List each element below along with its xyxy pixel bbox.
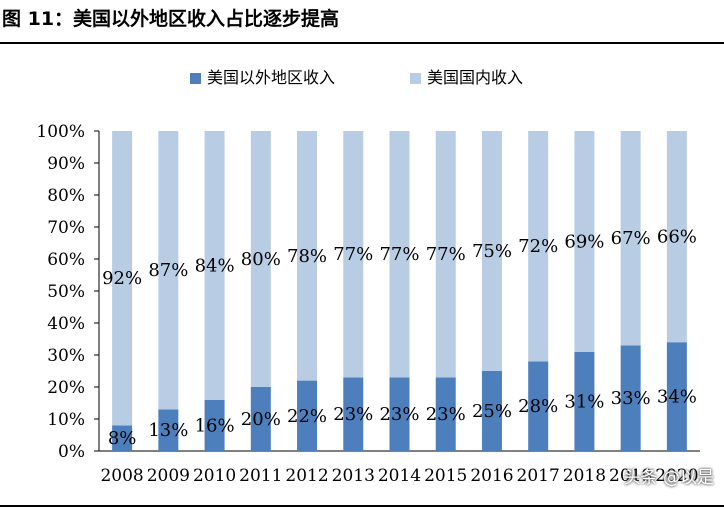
bar-foreign-2010 xyxy=(204,399,225,451)
bar-domestic-2014 xyxy=(389,131,410,378)
data-label-domestic: 72% xyxy=(518,236,558,257)
data-label-domestic: 75% xyxy=(472,241,512,262)
data-label-foreign: 25% xyxy=(472,401,512,422)
title-rule xyxy=(0,42,724,44)
bar-domestic-2020 xyxy=(666,131,687,343)
y-tick-label: 40% xyxy=(47,314,85,334)
data-label-foreign: 23% xyxy=(333,404,373,425)
bar-domestic-2016 xyxy=(481,131,502,371)
data-label-foreign: 16% xyxy=(195,415,235,436)
bar-foreign-2018 xyxy=(574,351,595,451)
y-tick-label: 80% xyxy=(47,186,85,206)
data-label-domestic: 78% xyxy=(287,246,327,267)
bar-domestic-2018 xyxy=(574,131,595,352)
bar-domestic-2019 xyxy=(620,131,641,346)
data-label-foreign: 33% xyxy=(611,388,651,409)
data-label-foreign: 31% xyxy=(564,391,604,412)
bottom-rule xyxy=(0,505,724,507)
bar-foreign-2008 xyxy=(112,425,133,451)
figure-title: 图 11：美国以外地区收入占比逐步提高 xyxy=(2,8,340,30)
bar-foreign-2015 xyxy=(435,377,456,451)
bar-foreign-2020 xyxy=(666,342,687,451)
y-tick-label: 100% xyxy=(36,122,85,142)
y-tick-label: 0% xyxy=(58,442,85,462)
y-tick-label: 30% xyxy=(47,346,85,366)
bar-domestic-2009 xyxy=(158,131,179,410)
legend-swatch-domestic xyxy=(410,73,421,84)
bar-domestic-2011 xyxy=(250,131,271,387)
y-tick-label: 10% xyxy=(47,410,85,430)
bar-foreign-2014 xyxy=(389,377,410,451)
data-label-domestic: 77% xyxy=(426,244,466,265)
data-label-foreign: 23% xyxy=(379,404,419,425)
bar-foreign-2013 xyxy=(343,377,364,451)
bar-domestic-2015 xyxy=(435,131,456,378)
data-label-domestic: 69% xyxy=(564,231,604,252)
data-label-domestic: 84% xyxy=(195,255,235,276)
y-tick-label: 70% xyxy=(47,218,85,238)
data-label-foreign: 13% xyxy=(148,420,188,441)
data-label-foreign: 22% xyxy=(287,406,327,427)
legend-label-foreign: 美国以外地区收入 xyxy=(207,68,335,87)
bar-domestic-2012 xyxy=(297,131,318,381)
data-label-domestic: 77% xyxy=(333,244,373,265)
data-label-foreign: 34% xyxy=(657,387,697,408)
y-tick-label: 50% xyxy=(47,282,85,302)
bar-domestic-2017 xyxy=(528,131,549,362)
y-tick-label: 60% xyxy=(47,250,85,270)
watermark: 头条 @以是 xyxy=(623,468,714,488)
data-label-foreign: 28% xyxy=(518,396,558,417)
bar-foreign-2017 xyxy=(528,361,549,451)
x-tick-label: 2019 xyxy=(609,466,652,486)
data-label-domestic: 92% xyxy=(102,268,142,289)
bar-foreign-2011 xyxy=(250,387,271,451)
data-label-foreign: 23% xyxy=(426,404,466,425)
data-label-foreign: 20% xyxy=(241,409,281,430)
bar-foreign-2012 xyxy=(297,380,318,451)
x-tick-label: 2010 xyxy=(193,466,236,486)
x-tick-label: 2017 xyxy=(517,466,560,486)
bar-domestic-2008 xyxy=(112,131,133,426)
x-tick-label: 2020 xyxy=(655,466,698,486)
bar-foreign-2016 xyxy=(481,371,502,451)
data-label-domestic: 67% xyxy=(611,228,651,249)
y-tick-label: 90% xyxy=(47,154,85,174)
x-tick-label: 2012 xyxy=(285,466,328,486)
x-tick-label: 2014 xyxy=(378,466,421,486)
data-label-domestic: 87% xyxy=(148,260,188,281)
x-tick-label: 2013 xyxy=(332,466,375,486)
x-tick-label: 2008 xyxy=(100,466,143,486)
bar-foreign-2009 xyxy=(158,409,179,451)
data-label-domestic: 66% xyxy=(657,227,697,248)
x-tick-label: 2009 xyxy=(147,466,190,486)
bar-domestic-2013 xyxy=(343,131,364,378)
legend-label-domestic: 美国国内收入 xyxy=(427,68,523,87)
x-tick-label: 2016 xyxy=(470,466,513,486)
bar-foreign-2019 xyxy=(620,345,641,451)
data-label-foreign: 8% xyxy=(108,428,137,449)
x-tick-label: 2015 xyxy=(424,466,467,486)
y-tick-label: 20% xyxy=(47,378,85,398)
x-tick-label: 2018 xyxy=(563,466,606,486)
x-tick-label: 2011 xyxy=(239,466,282,486)
data-label-domestic: 80% xyxy=(241,249,281,270)
bar-domestic-2010 xyxy=(204,131,225,400)
legend-swatch-foreign xyxy=(190,73,201,84)
data-label-domestic: 77% xyxy=(379,244,419,265)
